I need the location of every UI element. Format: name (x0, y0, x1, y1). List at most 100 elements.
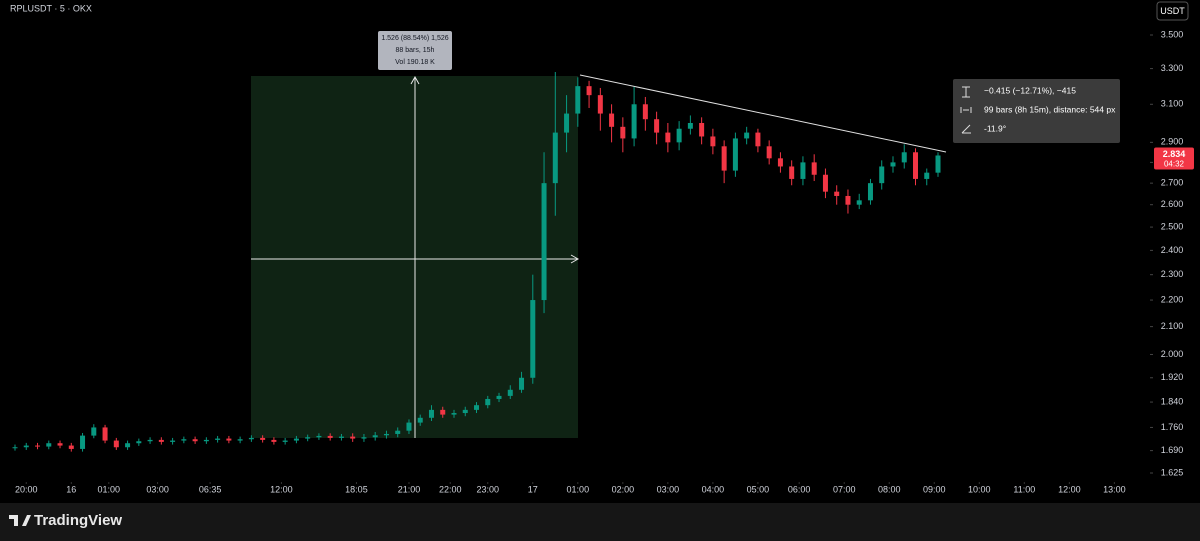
x-tick-label: 23:00 (476, 484, 499, 494)
candle-body (485, 398, 491, 406)
candle-body (564, 113, 570, 133)
x-tick-label: 12:00 (270, 484, 293, 494)
measure-arrow-right (570, 254, 580, 264)
x-tick-label: 07:00 (833, 484, 856, 494)
candle-body (766, 146, 772, 159)
candle-body (68, 445, 74, 449)
candle-body (732, 138, 738, 171)
candle-body (271, 439, 277, 442)
candle-body (417, 417, 423, 423)
candle-body (867, 183, 873, 201)
y-tick-label: 3.300 (1161, 63, 1184, 73)
y-tick-label: 1.840 (1161, 396, 1184, 406)
y-tick-label: 2.200 (1161, 294, 1184, 304)
candle-body (282, 440, 288, 442)
candle-body (901, 152, 907, 163)
footer (0, 503, 1200, 541)
y-tick-label: 2.100 (1161, 321, 1184, 331)
candle-body (710, 136, 716, 147)
candle-body (597, 95, 603, 114)
candle-body (248, 437, 254, 440)
x-tick-label: 22:00 (439, 484, 462, 494)
candle-body (102, 427, 108, 441)
candle-body (755, 132, 761, 147)
candle-body (620, 126, 626, 139)
candle-body (147, 439, 153, 442)
y-tick-label: 2.500 (1161, 221, 1184, 231)
brand-logo (9, 515, 31, 526)
candle-body (789, 166, 795, 179)
candle-body (136, 441, 142, 444)
candle-body (293, 438, 299, 441)
candle-body (496, 395, 502, 399)
candle-body (80, 435, 86, 449)
x-tick-label: 04:00 (702, 484, 725, 494)
x-tick-label: 12:00 (1058, 484, 1081, 494)
candle-body (687, 122, 693, 129)
candle-body (395, 430, 401, 434)
brand-name: TradingView (34, 512, 122, 529)
x-tick-label: 17 (528, 484, 538, 494)
candle-body (125, 443, 131, 448)
x-tick-label: 08:00 (878, 484, 901, 494)
candle-body (158, 439, 164, 442)
measure-label: 88 bars, 15h (396, 47, 435, 54)
measure-label: Vol 190.18 K (395, 59, 435, 66)
measure-label: 1.526 (88.54%) 1,526 (381, 35, 448, 42)
candle-body (462, 409, 468, 414)
candle-body (879, 166, 885, 184)
candle-body (57, 443, 63, 446)
candle-body (924, 172, 930, 179)
candle-body (91, 427, 97, 436)
y-tick-label: 2.600 (1161, 199, 1184, 209)
candle-body (305, 437, 311, 439)
measure-label-box (378, 31, 452, 70)
candle-body (338, 436, 344, 438)
candle-body (170, 440, 176, 442)
y-tick-label: 3.100 (1161, 99, 1184, 109)
y-tick-label: 1.625 (1161, 467, 1184, 477)
y-tick-label: 2.900 (1161, 137, 1184, 147)
candle-body (676, 128, 682, 143)
x-tick-label: 18:05 (345, 484, 368, 494)
candle-body (507, 389, 513, 396)
y-tick-label: 1.760 (1161, 422, 1184, 432)
candle-body (890, 162, 896, 167)
candle-body (406, 422, 412, 431)
candle-body (586, 86, 592, 96)
currency-box[interactable] (1156, 1, 1189, 21)
candle-body (744, 132, 750, 139)
candle-body (845, 195, 851, 205)
x-tick-label: 20:00 (15, 484, 38, 494)
y-tick-label: 3.500 (1161, 29, 1184, 39)
x-tick-label: 03:00 (657, 484, 680, 494)
candle-body (665, 132, 671, 143)
candle-body (575, 86, 581, 114)
ruler-icon (960, 107, 972, 113)
candle-body (541, 183, 547, 301)
ruler-icon (961, 124, 971, 134)
candle-body (451, 413, 457, 415)
countdown: 04:32 (1164, 160, 1185, 169)
candle-body (237, 439, 243, 441)
candle-body (113, 440, 119, 448)
y-tick-label: 2.300 (1161, 269, 1184, 279)
ruler-text: -11.9° (984, 123, 1006, 133)
y-tick-label: 2.000 (1161, 349, 1184, 359)
candle-body (372, 435, 378, 438)
candle-body (609, 113, 615, 127)
chart-title: RPLUSDT · 5 · OKX (10, 3, 92, 13)
candle-body (642, 104, 648, 120)
candle-body (935, 155, 941, 173)
x-tick-label: 11:00 (1013, 484, 1035, 494)
candle-body (912, 152, 918, 179)
x-tick-label: 09:00 (923, 484, 946, 494)
time-axis: 20:00 16 01:00 03:00 06:35 12:00 18:05 21:00 22:… (15, 482, 1126, 494)
price-axis: 3.5003.3003.1002.9002.8002.7002.6002.500… (1150, 29, 1194, 477)
candles (12, 72, 941, 452)
candle-body (23, 445, 29, 448)
currency-label[interactable]: USDT (1160, 6, 1185, 16)
measure-arrow-up (410, 75, 420, 85)
candle-body (215, 438, 221, 440)
